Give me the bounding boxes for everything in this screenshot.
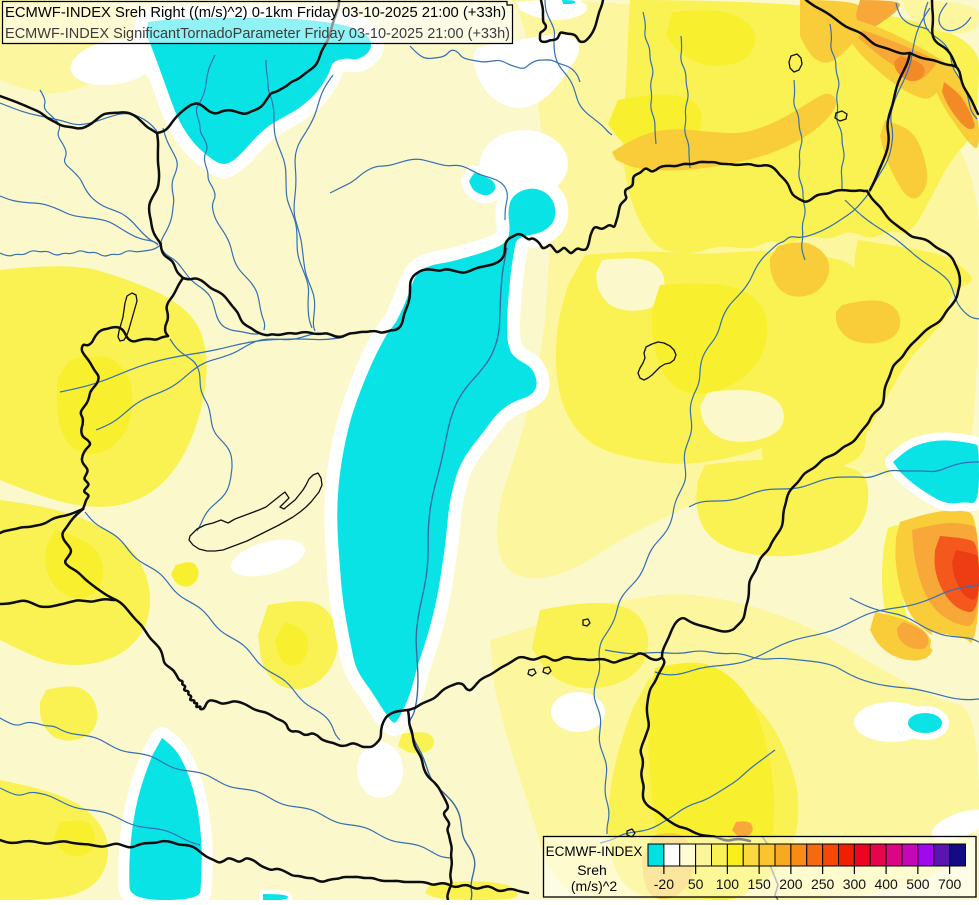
svg-text:ECMWF-INDEX Sreh Right ((m/s)^: ECMWF-INDEX Sreh Right ((m/s)^2) 0-1km F… — [5, 4, 506, 21]
svg-text:50: 50 — [688, 876, 704, 892]
svg-text:150: 150 — [747, 876, 771, 892]
svg-text:200: 200 — [779, 876, 803, 892]
svg-text:400: 400 — [874, 876, 898, 892]
svg-text:250: 250 — [811, 876, 835, 892]
svg-text:700: 700 — [938, 876, 962, 892]
svg-text:(m/s)^2: (m/s)^2 — [571, 878, 617, 894]
svg-text:300: 300 — [843, 876, 867, 892]
svg-text:Sreh: Sreh — [577, 862, 607, 878]
svg-text:-20: -20 — [654, 876, 674, 892]
svg-text:500: 500 — [906, 876, 930, 892]
svg-text:100: 100 — [716, 876, 740, 892]
svg-text:ECMWF-INDEX SignificantTornado: ECMWF-INDEX SignificantTornadoParameter … — [5, 25, 510, 42]
svg-text:ECMWF-INDEX: ECMWF-INDEX — [546, 844, 643, 859]
